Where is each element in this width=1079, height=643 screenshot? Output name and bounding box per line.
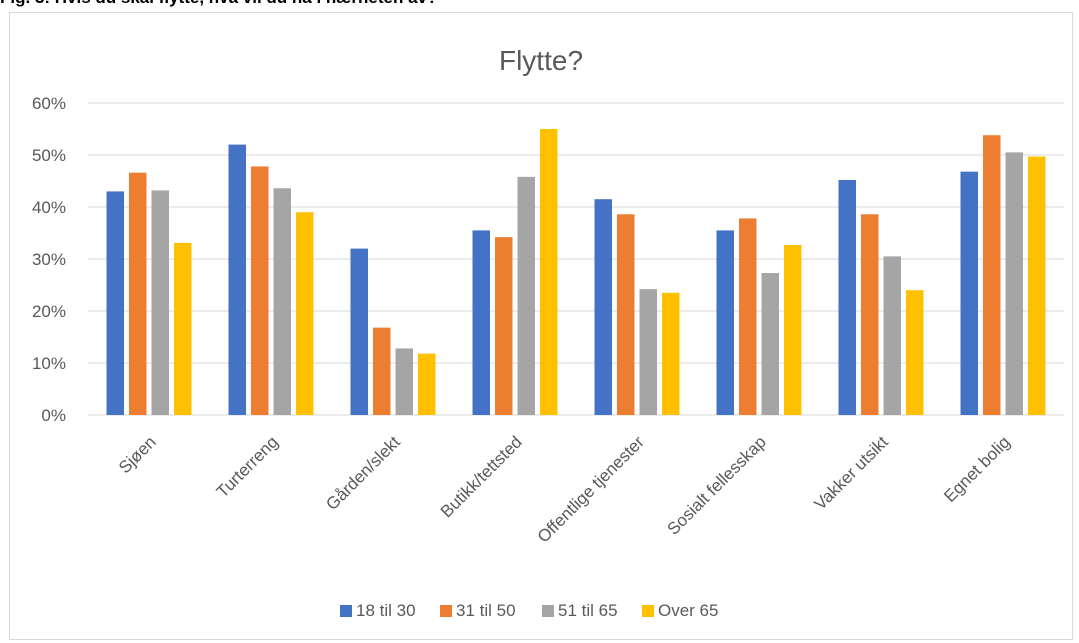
chart-title: Flytte? (499, 45, 583, 76)
y-tick-label: 10% (32, 354, 66, 373)
bar (129, 172, 147, 415)
legend-label: 51 til 65 (558, 601, 618, 620)
bar (251, 166, 269, 415)
legend-swatch (642, 605, 654, 617)
figure-caption: Fig. 3: Hvis du skal flytte, hva vil du … (0, 0, 437, 8)
x-category-label: Vakker utsikt (810, 432, 892, 514)
bar (273, 188, 291, 415)
y-axis-tick-labels: 0% 10% 20% 30% 40% 50% 60% (32, 94, 66, 425)
bar (883, 256, 901, 415)
legend-label: Over 65 (658, 601, 718, 620)
bar (495, 237, 513, 415)
bars (106, 129, 1046, 415)
legend-swatch (440, 605, 452, 617)
bar (861, 214, 879, 415)
bar (761, 273, 779, 415)
legend: 18 til 30 31 til 50 51 til 65 Over 65 (340, 601, 718, 620)
y-tick-label: 20% (32, 302, 66, 321)
bar (373, 327, 391, 415)
legend-swatch (340, 605, 352, 617)
legend-label: 31 til 50 (456, 601, 516, 620)
bar (639, 289, 657, 415)
y-tick-label: 60% (32, 94, 66, 113)
bar (838, 179, 856, 415)
legend-label: 18 til 30 (356, 601, 416, 620)
x-category-label: Offentlige tjenester (534, 432, 648, 546)
bar (395, 348, 413, 415)
bar (517, 176, 535, 415)
y-tick-label: 50% (32, 146, 66, 165)
bar (1005, 152, 1023, 415)
bar (472, 230, 490, 415)
bar (594, 199, 612, 415)
bar (540, 129, 558, 415)
y-tick-label: 40% (32, 198, 66, 217)
bar (174, 242, 192, 415)
bar (106, 191, 124, 415)
y-tick-label: 30% (32, 250, 66, 269)
chart-container: Flytte? 0% 10% 20% 30% 40% 50% 60% Sjøen Turter… (9, 12, 1073, 640)
x-category-label: Gården/slekt (322, 432, 404, 514)
y-tick-label: 0% (41, 406, 66, 425)
x-category-label: Egnet bolig (940, 432, 1014, 506)
x-category-label: Sosialt fellesskap (664, 432, 770, 538)
bar (228, 144, 246, 415)
legend-swatch (542, 605, 554, 617)
bar (151, 190, 169, 415)
x-category-label: Sjøen (115, 432, 160, 477)
bar-chart: Flytte? 0% 10% 20% 30% 40% 50% 60% Sjøen Turter… (32, 45, 1064, 620)
bar (350, 248, 368, 415)
bar (960, 171, 978, 415)
x-category-label: Butikk/tettsted (437, 432, 526, 521)
x-category-label: Turterreng (213, 432, 282, 501)
bar (617, 214, 635, 415)
bar (716, 230, 734, 415)
bar (296, 212, 314, 415)
x-axis-category-labels: Sjøen Turterreng Gården/slekt Butikk/tettst… (115, 432, 1014, 546)
bar (906, 290, 924, 415)
bar (1028, 156, 1046, 415)
bar (784, 244, 802, 415)
bar (983, 135, 1001, 415)
grid-lines (88, 102, 1064, 416)
bar (739, 218, 757, 415)
bar (418, 353, 436, 415)
bar (662, 292, 680, 415)
